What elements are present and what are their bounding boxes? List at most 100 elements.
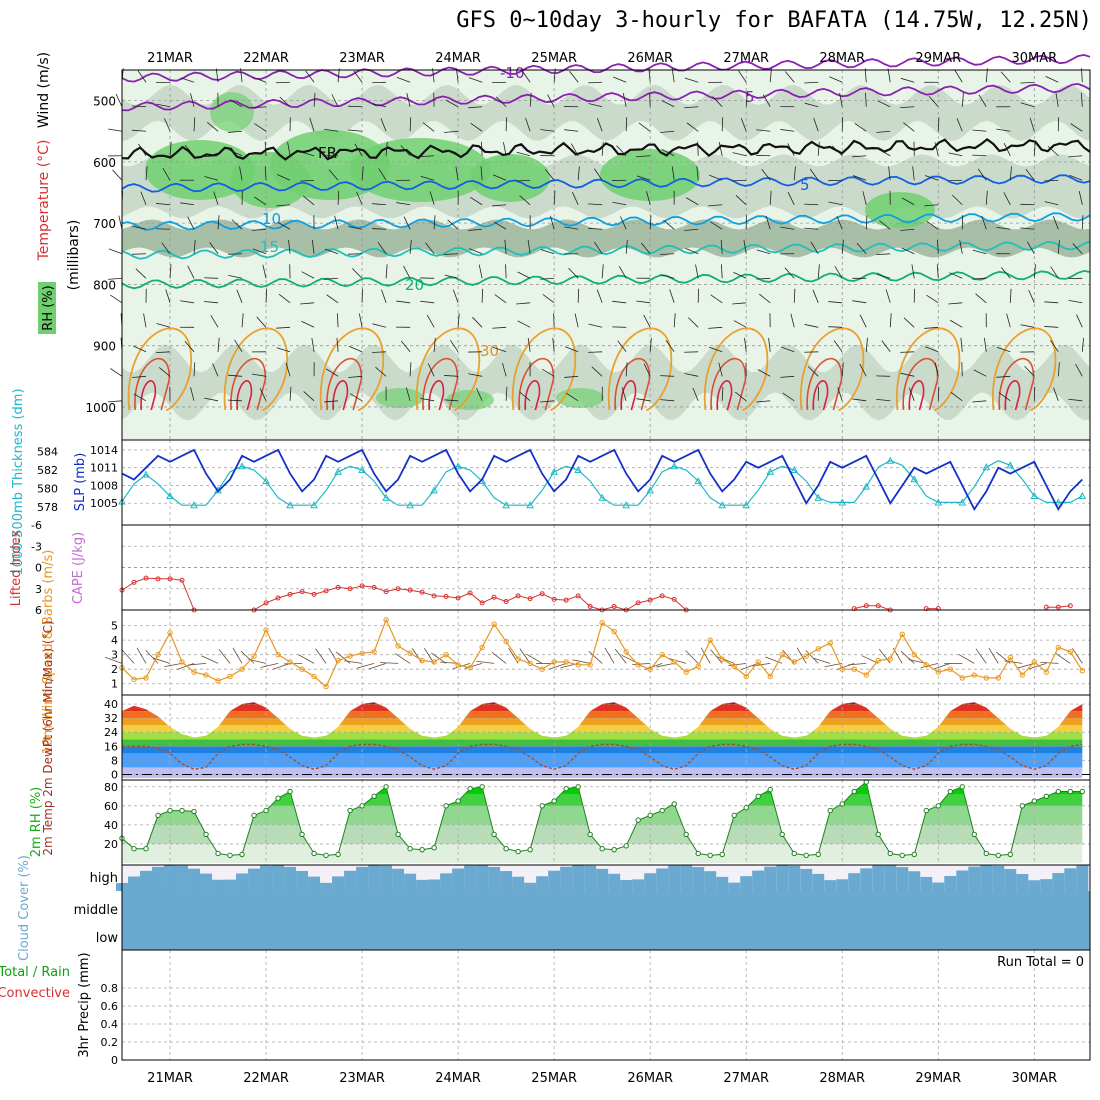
lifted-index-point	[347, 586, 353, 592]
wind-barb	[926, 294, 939, 304]
cloud-high-bar	[380, 865, 393, 891]
wind-barb	[972, 154, 987, 157]
wind-barb	[768, 337, 771, 352]
lifted-index-point	[131, 579, 137, 585]
wind-barb	[622, 92, 627, 107]
rh-tick-label: 60	[104, 800, 118, 813]
temp-tick-label: 16	[104, 740, 118, 753]
wind-barb	[569, 70, 579, 83]
cloud-high-bar	[284, 866, 297, 891]
cloud-high-bar	[920, 876, 933, 891]
wind-barb	[817, 141, 820, 156]
rh-point	[911, 851, 917, 858]
cloud-high-bar	[992, 865, 1005, 891]
wind-barb-10m	[121, 649, 135, 664]
wind-barb	[721, 386, 724, 401]
convective-contour	[140, 380, 157, 411]
wind-barb	[516, 302, 531, 305]
wind-speed-point	[287, 659, 293, 665]
wind-barb-10m	[136, 647, 147, 664]
cloud-high-bar	[140, 870, 153, 891]
wind-barb	[493, 221, 507, 230]
wind-speed-point	[383, 617, 389, 623]
rh-point	[179, 807, 185, 814]
wind-speed-point	[143, 675, 149, 681]
wind-barb	[409, 239, 412, 254]
lifted-index-point	[275, 595, 281, 601]
wind-barb	[829, 76, 843, 83]
cloud-high-bar	[536, 876, 549, 891]
wind-barb-10m	[440, 661, 459, 664]
wind-tick-label: 4	[111, 634, 118, 647]
wind-barb	[422, 122, 435, 132]
wind-barb	[959, 239, 963, 254]
wind-barb	[996, 346, 1011, 353]
cloud-high-bar	[704, 871, 717, 891]
wind-barb	[564, 226, 579, 230]
wind-barb	[234, 339, 243, 353]
wind-speed-point	[551, 659, 557, 665]
wind-barb	[444, 253, 459, 255]
rh-point	[779, 831, 785, 838]
date-label-bottom: 28MAR	[819, 1071, 865, 1086]
lifted-index-point	[587, 603, 593, 609]
wind-barb	[262, 264, 267, 279]
wind-barb	[210, 315, 219, 328]
wind-barb	[661, 149, 675, 157]
rh-point	[455, 798, 461, 804]
wind-speed-point	[707, 637, 713, 643]
rh-point	[419, 846, 425, 853]
rh-point	[1079, 788, 1086, 795]
wind-barb	[876, 274, 891, 279]
wind-barb	[900, 77, 915, 83]
wind-barb	[396, 300, 411, 304]
wind-barb	[1068, 155, 1083, 158]
wind-barb	[231, 219, 243, 230]
wind-barb	[1025, 168, 1035, 181]
wind-barb-10m	[164, 663, 183, 667]
wind-barb	[217, 215, 220, 230]
wind-speed-point	[515, 656, 521, 662]
cloud-high-bar	[152, 866, 165, 891]
rh-point	[647, 812, 653, 819]
cloud-high-bar	[620, 879, 633, 891]
wind-barb-10m	[933, 663, 951, 670]
wind-barb	[1081, 215, 1084, 230]
wind-barb	[596, 117, 603, 132]
thickness-point	[958, 498, 967, 506]
rh-point	[479, 784, 485, 790]
wind-barb	[553, 68, 556, 83]
lifted-index-point	[455, 595, 461, 601]
wind-barb-10m	[988, 647, 999, 664]
cloud-high-bar	[356, 866, 369, 891]
thickness-point	[598, 493, 607, 501]
wind-barb	[804, 102, 819, 108]
rh-tick-label: 80	[104, 781, 118, 794]
wind-barb-10m	[260, 663, 279, 668]
wind-barb	[204, 397, 219, 402]
wind-barb	[793, 288, 796, 303]
lifted-index-point	[491, 594, 497, 600]
wind-barb	[452, 289, 459, 303]
wind-speed-point	[803, 653, 809, 659]
wind-barb	[924, 175, 939, 181]
rh-point	[827, 807, 833, 814]
wind-barb	[687, 317, 699, 328]
cloud-high-bar	[320, 882, 333, 891]
cloud-high-bar	[644, 873, 657, 891]
wind-speed-point	[779, 651, 785, 658]
wind-barb	[252, 106, 267, 109]
wind-barb	[492, 204, 507, 207]
wind-barb	[571, 191, 579, 205]
wind-barb	[720, 239, 723, 254]
wind-barb	[831, 145, 843, 157]
thickness-point	[862, 482, 871, 490]
wind-barb	[671, 68, 675, 83]
wind-barb	[978, 94, 987, 107]
wind-speed-point	[527, 660, 533, 667]
wind-barb	[1053, 387, 1059, 401]
cloud-high-bar	[392, 868, 405, 891]
wind-barb	[279, 96, 291, 108]
wind-speed-point	[335, 657, 341, 664]
wind-tick-label: 2	[111, 663, 118, 676]
